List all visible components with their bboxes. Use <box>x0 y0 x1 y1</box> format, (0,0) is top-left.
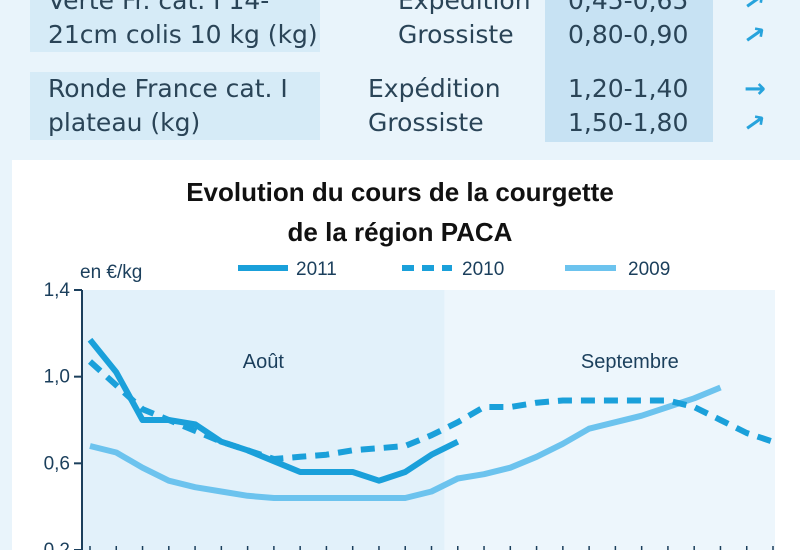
product-cell-background <box>30 72 320 140</box>
trend-stable-icon: → <box>744 74 766 104</box>
legend-label: 2009 <box>628 259 670 280</box>
product-line: 21cm colis 10 kg (kg) <box>48 20 318 49</box>
chart-title-line-2: de la région PACA <box>287 217 513 247</box>
price-range: 1,20-1,40 1,50-1,80 <box>568 72 708 140</box>
series-line-2009 <box>89 384 722 501</box>
series-lines <box>87 337 774 501</box>
y-tick-label: 1,4 <box>44 280 71 301</box>
trend-arrows: → → <box>730 72 780 142</box>
legend-label: 2010 <box>462 259 504 280</box>
legend-label: 2011 <box>296 259 337 280</box>
market-type-line: Expédition <box>368 74 501 103</box>
y-tick-label: 0,2 <box>44 540 70 550</box>
table-row: Ronde France cat. I plateau (kg) Expédit… <box>30 72 800 142</box>
product-cell-background <box>30 0 320 52</box>
price-value: 1,50-1,80 <box>568 108 689 137</box>
product-line: Ronde France cat. I <box>48 74 288 103</box>
market-type-line: Expédition <box>398 0 531 15</box>
y-axis: 0,2 0,6 1,0 1,4 <box>44 280 774 550</box>
market-type: Expédition Grossiste <box>368 72 538 140</box>
series-line-2011 <box>87 337 460 484</box>
market-type-line: Grossiste <box>398 20 514 49</box>
price-column-background <box>545 0 713 142</box>
market-type-line: Grossiste <box>368 108 484 137</box>
y-axis-unit-label: en €/kg <box>80 262 142 283</box>
product-name: Ronde France cat. I plateau (kg) <box>48 72 318 140</box>
series-line-2010 <box>87 359 774 462</box>
price-value: 0,45-0,65 <box>568 0 689 15</box>
price-value: 0,80-0,90 <box>568 20 689 49</box>
legend: 2011 2010 2009 <box>238 259 670 280</box>
chart-title-line-1: Evolution du cours de la courgette <box>186 177 614 207</box>
product-line: plateau (kg) <box>48 108 201 137</box>
table-row: Verte Fr. cat. I 14- 21cm colis 10 kg (k… <box>30 0 800 54</box>
month-label: Août <box>243 351 285 373</box>
price-table: Verte Fr. cat. I 14- 21cm colis 10 kg (k… <box>0 0 800 150</box>
price-value: 1,20-1,40 <box>568 74 689 103</box>
product-line: Verte Fr. cat. I 14- <box>48 0 270 15</box>
y-tick-label: 0,6 <box>44 453 70 474</box>
y-tick-label: 1,0 <box>44 367 70 388</box>
month-label: Septembre <box>581 351 679 373</box>
market-type: Expédition Grossiste <box>398 0 568 52</box>
month-band-aout <box>82 290 445 550</box>
product-name: Verte Fr. cat. I 14- 21cm colis 10 kg (k… <box>48 0 318 52</box>
price-range: 0,45-0,65 0,80-0,90 <box>568 0 708 52</box>
